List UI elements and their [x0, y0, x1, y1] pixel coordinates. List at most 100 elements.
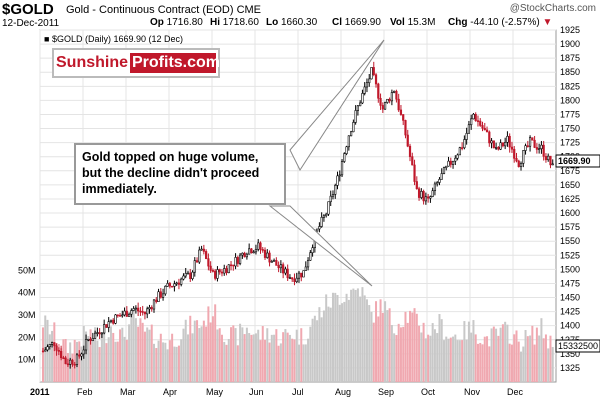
price-candle [116, 314, 119, 318]
price-candle [297, 270, 301, 283]
candle-body [112, 319, 115, 324]
candle-body [159, 291, 162, 298]
candle-body [526, 145, 529, 147]
price-tick-label: 1550 [560, 236, 580, 246]
volume-bar [60, 348, 63, 382]
candle-body [531, 137, 534, 141]
volume-bar [211, 316, 214, 382]
volume-bar [180, 339, 183, 382]
x-tick-label: 2011 [30, 387, 50, 397]
price-candle [182, 273, 185, 281]
volume-bar [347, 299, 350, 382]
price-candle [254, 244, 258, 255]
candle-body [359, 102, 362, 107]
volume-bar [78, 341, 81, 382]
candle-body [134, 307, 137, 310]
volume-bar [225, 344, 228, 382]
price-candle [98, 328, 101, 340]
price-candle [393, 90, 396, 94]
volume-bar [162, 342, 165, 382]
candle-body [402, 114, 405, 121]
volume-bar [343, 301, 346, 382]
volume-bar [309, 326, 312, 382]
price-candle [164, 285, 167, 296]
price-candle [402, 114, 405, 126]
volume-bar [313, 315, 316, 382]
candle-body [245, 253, 248, 258]
volume-bar [125, 339, 128, 382]
price-candle [479, 118, 482, 127]
candle-body [214, 270, 217, 279]
candle-body [535, 147, 538, 150]
volume-bar [105, 343, 108, 382]
volume-bar [413, 308, 416, 382]
price-candle [515, 152, 518, 163]
candle-body [374, 74, 378, 85]
price-candle [84, 334, 88, 355]
price-candle [449, 157, 452, 168]
volume-tick-label: 20M [18, 332, 36, 342]
price-candle [470, 114, 473, 130]
candle-body [297, 272, 301, 279]
volume-bar [254, 333, 257, 382]
price-candle [130, 308, 133, 318]
price-candle [94, 330, 97, 339]
chart-legend: ■ $GOLD (Daily) 1669.90 (12 Dec) [44, 34, 183, 44]
price-candle [386, 98, 389, 104]
volume-bar [123, 336, 126, 382]
price-candle [467, 120, 471, 134]
volume-bar [336, 295, 339, 382]
volume-bar [422, 322, 425, 382]
quote-date: 12-Dec-2011 [2, 18, 60, 29]
candle-body [150, 307, 153, 310]
volume-bar [130, 313, 133, 382]
volume-bar [481, 344, 484, 382]
candle-body [171, 285, 174, 288]
price-candle [137, 302, 140, 316]
volume-bar [273, 334, 276, 382]
price-candle [549, 155, 552, 169]
volume-bar [284, 329, 287, 382]
price-candle [316, 228, 319, 232]
price-candle [370, 67, 373, 80]
volume-bar [96, 340, 99, 382]
price-candle [123, 307, 126, 317]
price-candle [205, 249, 208, 260]
volume-bar [379, 299, 382, 382]
volume-bar [236, 345, 239, 382]
volume-bar [375, 301, 378, 382]
candle-body [132, 308, 135, 311]
volume-bar [388, 308, 391, 382]
candle-body [232, 264, 235, 267]
volume-tick-label: 10M [18, 355, 36, 365]
candle-body [209, 265, 212, 271]
candle-body [254, 248, 258, 253]
candle-body [182, 275, 185, 280]
candle-body [427, 196, 430, 199]
price-candle [180, 277, 183, 287]
volume-bar [476, 343, 479, 382]
x-tick-label: Feb [77, 387, 93, 397]
volume-bar [264, 339, 267, 382]
price-candle [343, 152, 346, 163]
candle-body [318, 226, 321, 230]
volume-bar [121, 327, 124, 382]
volume-bar [397, 323, 400, 382]
price-candle [327, 201, 330, 216]
volume-bar [463, 321, 466, 382]
price-candle [216, 266, 219, 282]
volume-bar [386, 310, 389, 382]
price-candle [354, 105, 357, 125]
candle-body [220, 271, 224, 274]
candle-body [395, 90, 398, 100]
volume-bar [198, 328, 201, 382]
price-candle [318, 222, 321, 233]
volume-bar [404, 311, 407, 382]
last-volume-tag: 15332500 [555, 339, 600, 353]
price-candle [112, 318, 115, 325]
candle-body [48, 344, 51, 348]
price-candle [474, 112, 477, 122]
price-candle [266, 249, 269, 259]
price-candle [227, 264, 230, 274]
candle-body [494, 147, 498, 149]
